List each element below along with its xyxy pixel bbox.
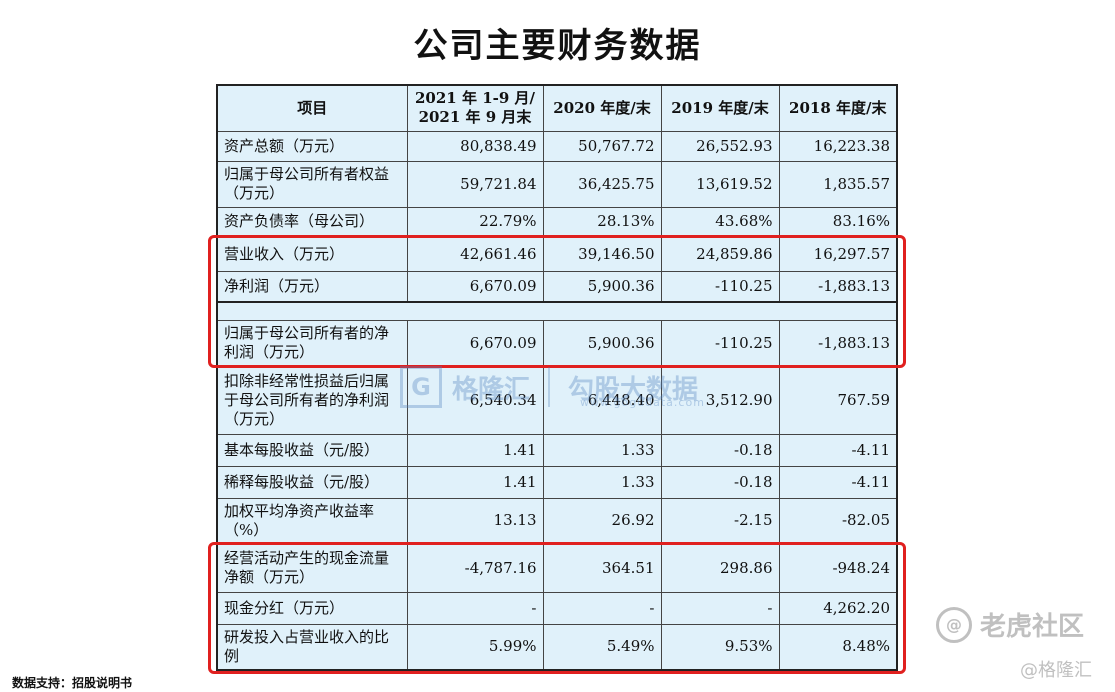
header-2018: 2018 年度/末 (778, 84, 898, 132)
table-row: 资产负债率（母公司） 22.79% 28.13% 43.68% 83.16% (216, 206, 898, 238)
watermark-url: www.gogudata.com (580, 396, 705, 409)
table-row: 营业收入（万元） 42,661.46 39,146.50 24,859.86 1… (216, 236, 898, 272)
cell-value: 13.13 (406, 497, 544, 545)
cell-value: 1.33 (542, 465, 662, 499)
cell-value: 43.68% (660, 206, 780, 238)
header-2019: 2019 年度/末 (660, 84, 780, 132)
cell-value: - (542, 591, 662, 625)
tiger-logo-icon: @ (936, 606, 972, 643)
cell-value: 36,425.75 (542, 160, 662, 208)
cell-value: -0.18 (660, 465, 780, 499)
cell-value: 80,838.49 (406, 130, 544, 162)
cell-value: 6,540.34 (406, 365, 544, 435)
watermark-divider (548, 367, 551, 407)
tiger-text: 老虎社区 (980, 612, 1085, 642)
cell-value: 4,262.20 (778, 591, 898, 625)
cell-value: 8.48% (778, 623, 898, 671)
cell-value: -82.05 (778, 497, 898, 545)
cell-value: 5.49% (542, 623, 662, 671)
table-row: 稀释每股收益（元/股） 1.41 1.33 -0.18 -4.11 (216, 465, 898, 499)
header-2021-line1: 2021 年 1-9 月/ (415, 89, 535, 108)
cell-value: 3,512.90 (660, 365, 780, 435)
gelonghui-logo-icon: G (400, 366, 442, 408)
cell-value: -4.11 (778, 465, 898, 499)
table-row: 扣除非经常性损益后归属于母公司所有者的净利润（万元） 6,540.34 6,44… (216, 365, 898, 435)
row-label: 资产负债率（母公司） (216, 206, 408, 238)
cell-value: -1,883.13 (778, 270, 898, 303)
row-label: 营业收入（万元） (216, 236, 408, 272)
cell-value: 28.13% (542, 206, 662, 238)
cell-value: 24,859.86 (660, 236, 780, 272)
header-2021-line2: 2021 年 9 月末 (418, 108, 532, 127)
cell-value: 26.92 (542, 497, 662, 545)
table-row: 资产总额（万元） 80,838.49 50,767.72 26,552.93 1… (216, 130, 898, 162)
watermark: G 格隆汇 勾股大数据 www.gogudata.com (400, 366, 704, 409)
row-label: 基本每股收益（元/股） (216, 433, 408, 467)
highlight-box-cashflow (208, 542, 906, 674)
cell-value: 22.79% (406, 206, 544, 238)
data-source: 数据支持：招股说明书 (12, 676, 133, 690)
cell-value: 767.59 (778, 365, 898, 435)
cell-value: 5,900.36 (542, 270, 662, 303)
table-row: 经营活动产生的现金流量净额（万元） -4,787.16 364.51 298.8… (216, 543, 898, 593)
table-row: 加权平均净资产收益率（%） 13.13 26.92 -2.15 -82.05 (216, 497, 898, 545)
cell-value: -110.25 (660, 319, 780, 367)
cell-value: 59,721.84 (406, 160, 544, 208)
cell-value: 5,900.36 (542, 319, 662, 367)
row-label: 经营活动产生的现金流量净额（万元） (216, 543, 408, 593)
cell-value: 6,670.09 (406, 270, 544, 303)
cell-value: 1.41 (406, 465, 544, 499)
cell-value: 1,835.57 (778, 160, 898, 208)
highlight-box-revenue (208, 235, 906, 368)
corner-watermark: @格隆汇 (1020, 660, 1092, 681)
cell-value: 6,670.09 (406, 319, 544, 367)
cell-value: 50,767.72 (542, 130, 662, 162)
table-row: 净利润（万元） 6,670.09 5,900.36 -110.25 -1,883… (216, 270, 898, 303)
cell-value: 83.16% (778, 206, 898, 238)
cell-value: -110.25 (660, 270, 780, 303)
table-row: 归属于母公司所有者的净利润（万元） 6,670.09 5,900.36 -110… (216, 319, 898, 367)
cell-value: 5.99% (406, 623, 544, 671)
page-title: 公司主要财务数据 (413, 26, 702, 66)
header-2020: 2020 年度/末 (542, 84, 662, 132)
cell-value: 13,619.52 (660, 160, 780, 208)
cell-value: 6,448.40 (542, 365, 662, 435)
cell-value: 1.41 (406, 433, 544, 467)
table-row: 归属于母公司所有者权益（万元） 59,721.84 36,425.75 13,6… (216, 160, 898, 208)
header-item: 项目 (216, 84, 408, 132)
row-label: 资产总额（万元） (216, 130, 408, 162)
cell-value: -4.11 (778, 433, 898, 467)
cell-value: 1.33 (542, 433, 662, 467)
cell-value: 26,552.93 (660, 130, 780, 162)
cell-value: -2.15 (660, 497, 780, 545)
row-label: 归属于母公司所有者权益（万元） (216, 160, 408, 208)
cell-value: 9.53% (660, 623, 780, 671)
cell-value: 16,223.38 (778, 130, 898, 162)
tiger-community-watermark: @ 老虎社区 (936, 606, 1084, 643)
row-label: 加权平均净资产收益率（%） (216, 497, 408, 545)
watermark-product: 勾股大数据 (568, 374, 699, 405)
row-label: 扣除非经常性损益后归属于母公司所有者的净利润（万元） (216, 365, 408, 435)
table-row: 研发投入占营业收入的比例 5.99% 5.49% 9.53% 8.48% (216, 623, 898, 671)
row-label: 稀释每股收益（元/股） (216, 465, 408, 499)
row-label: 现金分红（万元） (216, 591, 408, 625)
watermark-brand: 格隆汇 (452, 374, 531, 405)
financial-table: 项目 2021 年 1-9 月/ 2021 年 9 月末 2020 年度/末 2… (216, 84, 898, 671)
cell-value: -0.18 (660, 433, 780, 467)
cell-value: 39,146.50 (542, 236, 662, 272)
table-row: 基本每股收益（元/股） 1.41 1.33 -0.18 -4.11 (216, 433, 898, 467)
table-row: 现金分红（万元） - - - 4,262.20 (216, 591, 898, 625)
row-label: 净利润（万元） (216, 270, 408, 303)
header-2021: 2021 年 1-9 月/ 2021 年 9 月末 (406, 84, 544, 132)
cell-value: -1,883.13 (778, 319, 898, 367)
